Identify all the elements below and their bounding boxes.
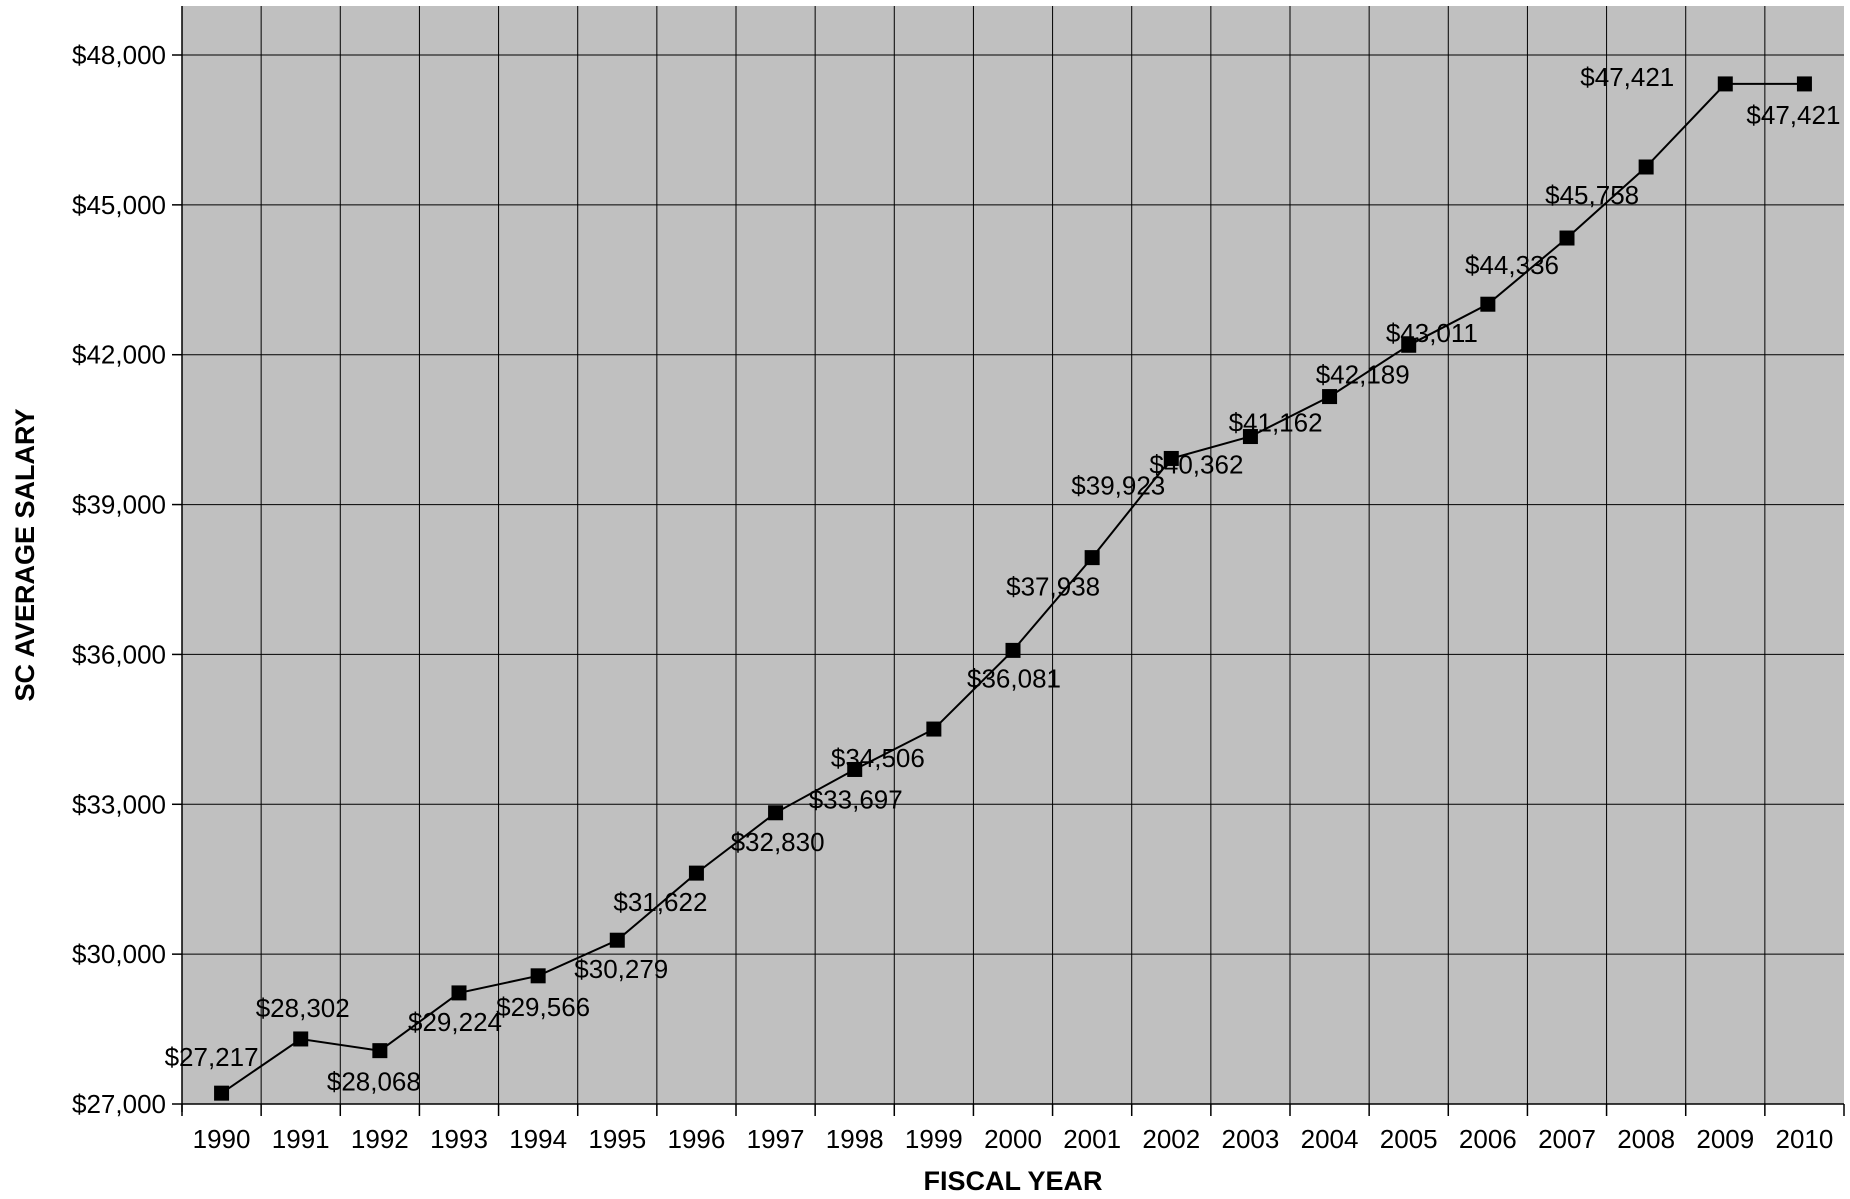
x-tick-label: 2005 bbox=[1380, 1124, 1438, 1154]
data-point-marker bbox=[372, 1043, 388, 1059]
data-point-marker bbox=[530, 968, 546, 984]
data-label: $28,302 bbox=[256, 993, 350, 1023]
data-label: $27,217 bbox=[165, 1042, 259, 1072]
data-point-marker bbox=[847, 761, 863, 777]
data-label: $34,506 bbox=[831, 743, 925, 773]
y-tick-label: $39,000 bbox=[72, 490, 166, 520]
data-point-marker bbox=[1717, 76, 1733, 92]
x-tick-label: 1991 bbox=[272, 1124, 330, 1154]
data-label: $42,189 bbox=[1316, 359, 1410, 389]
y-tick-label: $48,000 bbox=[72, 40, 166, 70]
x-tick-label: 1998 bbox=[826, 1124, 884, 1154]
y-tick-label: $42,000 bbox=[72, 340, 166, 370]
data-point-marker bbox=[1796, 76, 1812, 92]
x-tick-label: 1995 bbox=[588, 1124, 646, 1154]
y-tick-label: $33,000 bbox=[72, 789, 166, 819]
data-labels: $27,217 $28,302 $28,068 $29,224$29,566 $30,2… bbox=[165, 62, 1841, 1097]
data-point-marker bbox=[1242, 429, 1258, 445]
y-axis-title: SC AVERAGE SALARY bbox=[10, 408, 40, 701]
data-label: $32,830 bbox=[731, 827, 825, 857]
axes bbox=[172, 6, 1845, 1116]
y-tick-label: $36,000 bbox=[72, 639, 166, 669]
x-tick-label: 2007 bbox=[1538, 1124, 1596, 1154]
data-point-marker bbox=[1005, 642, 1021, 658]
plot-area bbox=[182, 6, 1844, 1104]
x-tick-label: 2010 bbox=[1776, 1124, 1834, 1154]
data-label: $29,224 bbox=[408, 1007, 502, 1037]
data-label: $39,923 bbox=[1071, 470, 1165, 500]
data-label: $28,068 bbox=[327, 1067, 421, 1097]
x-tick-label: 2004 bbox=[1301, 1124, 1359, 1154]
data-label: $31,622 bbox=[613, 887, 707, 917]
x-tick-label: 2002 bbox=[1142, 1124, 1200, 1154]
data-label: $29,566 bbox=[496, 992, 590, 1022]
y-tick-label: $27,000 bbox=[72, 1089, 166, 1119]
data-label: $44,336 bbox=[1465, 250, 1559, 280]
x-axis-title: FISCAL YEAR bbox=[923, 1166, 1102, 1196]
data-label: $45,758 bbox=[1545, 180, 1639, 210]
x-tick-label: 1992 bbox=[351, 1124, 409, 1154]
data-label: $37,938 bbox=[1006, 572, 1100, 602]
x-tick-label: 2001 bbox=[1063, 1124, 1121, 1154]
data-point-marker bbox=[768, 805, 784, 821]
data-point-marker bbox=[1480, 296, 1496, 312]
data-point-marker bbox=[451, 985, 467, 1001]
vertical-gridlines bbox=[260, 6, 1766, 1104]
data-point-marker bbox=[293, 1031, 309, 1047]
data-point-marker bbox=[1322, 389, 1338, 405]
x-tick-label: 1997 bbox=[747, 1124, 805, 1154]
y-tick-label: $45,000 bbox=[72, 190, 166, 220]
data-label: $41,162 bbox=[1229, 408, 1323, 438]
data-point-marker bbox=[926, 721, 942, 737]
data-point-marker bbox=[1084, 550, 1100, 566]
x-tick-label: 2000 bbox=[984, 1124, 1042, 1154]
x-tick-labels: 1990 1991 1992 1993 1994 1995 1996 1997 1998 1999… bbox=[193, 1124, 1834, 1154]
x-tick-label: 2006 bbox=[1459, 1124, 1517, 1154]
x-tick-label: 2009 bbox=[1696, 1124, 1754, 1154]
horizontal-gridlines bbox=[182, 54, 1844, 955]
data-label: $36,081 bbox=[967, 663, 1061, 693]
data-label: $30,279 bbox=[574, 954, 668, 984]
data-label: $47,421 bbox=[1580, 62, 1674, 92]
data-label: $40,362 bbox=[1149, 450, 1243, 480]
data-label: $33,697 bbox=[809, 784, 903, 814]
x-tick-label: 1996 bbox=[668, 1124, 726, 1154]
series bbox=[214, 76, 1812, 1101]
data-label: $43,011 bbox=[1386, 318, 1478, 348]
data-point-marker bbox=[1163, 450, 1179, 466]
x-tick-label: 1993 bbox=[430, 1124, 488, 1154]
data-point-marker bbox=[1638, 159, 1654, 175]
x-tick-label: 1990 bbox=[193, 1124, 251, 1154]
data-point-marker bbox=[214, 1085, 230, 1101]
y-tick-labels: $27,000 $30,000 $33,000 $36,000 $39,000 $42,0… bbox=[72, 40, 166, 1119]
x-tick-label: 2003 bbox=[1222, 1124, 1280, 1154]
data-point-marker bbox=[1559, 230, 1575, 246]
x-tick-label: 1994 bbox=[509, 1124, 567, 1154]
x-tick-label: 1999 bbox=[905, 1124, 963, 1154]
y-tick-label: $30,000 bbox=[72, 939, 166, 969]
x-tick-label: 2008 bbox=[1617, 1124, 1675, 1154]
data-point-marker bbox=[688, 865, 704, 881]
data-label: $47,421 bbox=[1746, 100, 1840, 130]
data-point-marker bbox=[1401, 337, 1417, 353]
data-point-marker bbox=[609, 932, 625, 948]
